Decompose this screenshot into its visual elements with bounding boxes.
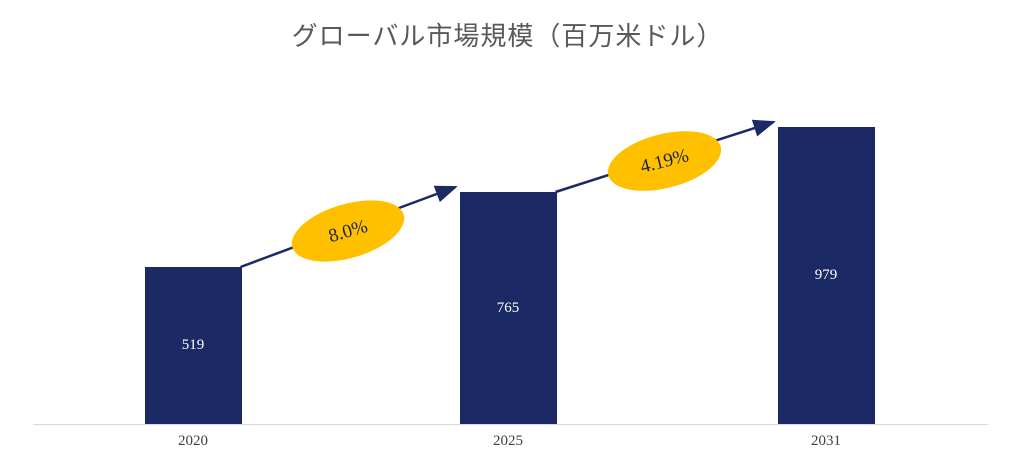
bar-2025: 765 (459, 192, 557, 424)
bar-value-label: 765 (496, 299, 520, 316)
bar-value-label: 979 (814, 267, 838, 283)
growth-label: 4.19% (638, 145, 691, 177)
growth-label: 8.0% (326, 216, 370, 247)
chart-title: グローバル市場規模（百万米ドル） (291, 22, 724, 51)
bar-2031: 979 (777, 127, 875, 424)
growth-arrow (555, 119, 776, 194)
bar-value-label: 519 (181, 337, 205, 353)
x-axis-label-2025: 2025 (493, 433, 523, 449)
x-axis-label-2020: 2020 (178, 433, 208, 449)
x-axis-label-2031: 2031 (811, 433, 841, 449)
growth-ellipse (291, 200, 405, 262)
x-axis-line (33, 424, 988, 425)
growth-arrow (240, 185, 458, 269)
growth-ellipse (607, 131, 722, 191)
bar-2020: 519 (144, 267, 242, 424)
